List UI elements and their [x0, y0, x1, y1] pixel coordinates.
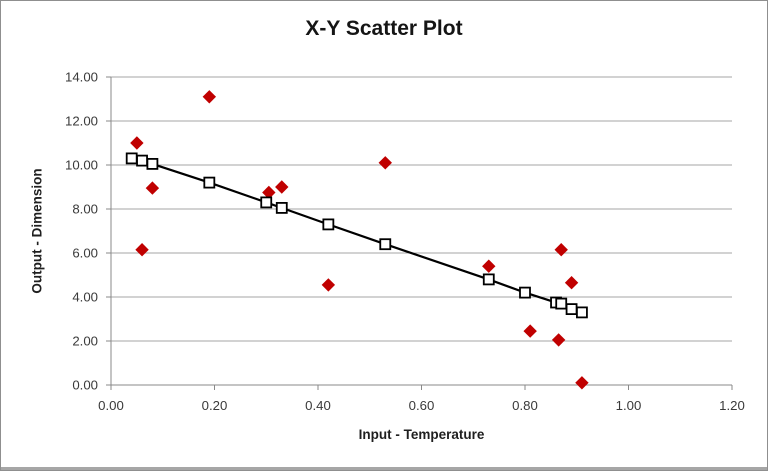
data-point-predicted: [379, 238, 392, 251]
y-tick-label: 14.00: [65, 70, 98, 85]
data-point-actual: [130, 136, 144, 150]
x-tick-label: 0.00: [98, 398, 124, 413]
data-point-actual: [523, 324, 537, 338]
y-tick-label: 2.00: [72, 334, 98, 349]
data-point-predicted: [136, 154, 148, 167]
bottom-strip: [1, 467, 767, 470]
x-axis-title: Input - Temperature: [358, 427, 485, 442]
data-point-actual: [321, 278, 336, 292]
data-point-actual: [262, 185, 276, 200]
x-tick-label: 1.00: [616, 398, 642, 413]
data-point-predicted: [260, 196, 273, 209]
data-point-actual: [378, 156, 392, 170]
x-tick-label: 0.40: [305, 398, 331, 413]
data-point-actual: [564, 276, 579, 290]
data-point-actual: [575, 376, 589, 390]
data-point-actual: [135, 243, 149, 257]
data-point-predicted: [555, 297, 568, 310]
data-point-predicted: [565, 303, 578, 316]
data-point-actual: [145, 181, 160, 195]
chart-title: X-Y Scatter Plot: [305, 17, 463, 40]
x-tick-label: 0.80: [512, 398, 538, 413]
data-point-predicted: [275, 201, 288, 214]
y-axis-title: Output - Dimension: [29, 168, 45, 294]
data-point-predicted: [519, 286, 531, 299]
y-tick-label: 10.00: [65, 158, 98, 173]
y-tick-label: 0.00: [72, 378, 98, 393]
y-tick-label: 4.00: [72, 290, 98, 305]
data-point-predicted: [125, 152, 138, 165]
data-point-actual: [554, 243, 568, 257]
data-point-predicted: [482, 273, 495, 286]
y-tick-label: 6.00: [72, 246, 98, 261]
x-tick-label: 1.20: [719, 398, 745, 413]
y-tick-label: 8.00: [72, 202, 98, 217]
data-point-actual: [202, 90, 217, 104]
trend-line: [131, 157, 583, 314]
data-point-predicted: [146, 157, 159, 170]
data-point-predicted: [576, 306, 588, 319]
data-point-actual: [275, 180, 289, 194]
data-point-predicted: [203, 176, 216, 189]
y-tick-label: 12.00: [65, 114, 98, 129]
data-point-actual: [551, 333, 566, 347]
x-tick-label: 0.20: [202, 398, 228, 413]
x-tick-label: 0.60: [409, 398, 435, 413]
data-point-predicted: [322, 218, 335, 231]
data-point-actual: [482, 259, 496, 273]
